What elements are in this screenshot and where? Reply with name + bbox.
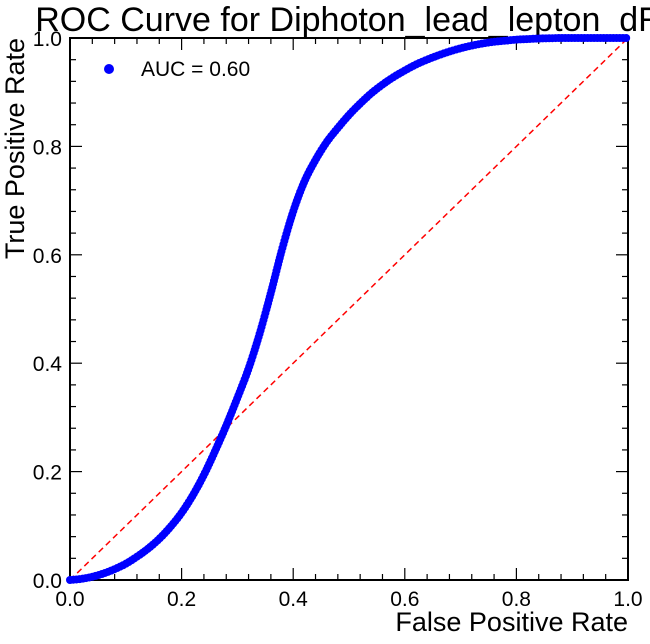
y-tick-label: 0.8	[33, 136, 62, 159]
x-tick-labels: 0.0 0.2 0.4 0.6 0.8 1.0	[55, 588, 642, 611]
x-tick-label: 0.6	[390, 588, 419, 611]
legend-label: AUC = 0.60	[141, 58, 250, 81]
chart-title: ROC Curve for Diphoton_lead_lepton_dR	[35, 1, 650, 39]
y-tick-label: 1.0	[33, 28, 62, 51]
plot-frame	[69, 37, 629, 581]
x-tick-label: 0.0	[55, 588, 84, 611]
y-tick-label: 0.2	[33, 462, 62, 485]
y-tick-label: 0.4	[33, 353, 63, 376]
y-axis-label: True Positive Rate	[0, 38, 30, 259]
x-tick-label: 1.0	[613, 588, 642, 611]
axis-ticks	[69, 37, 629, 581]
legend: AUC = 0.60	[104, 58, 250, 81]
x-tick-label: 0.4	[279, 588, 309, 611]
x-tick-label: 0.2	[167, 588, 196, 611]
plot-area	[66, 34, 631, 584]
y-tick-label: 0.0	[33, 570, 62, 593]
roc-points	[66, 34, 631, 584]
x-tick-label: 0.8	[502, 588, 531, 611]
y-tick-label: 0.6	[33, 245, 62, 268]
legend-marker	[104, 64, 114, 74]
roc-point	[622, 34, 631, 42]
y-tick-labels: 0.0 0.2 0.4 0.6 0.8 1.0	[33, 28, 63, 593]
x-axis-label: False Positive Rate	[395, 607, 628, 637]
